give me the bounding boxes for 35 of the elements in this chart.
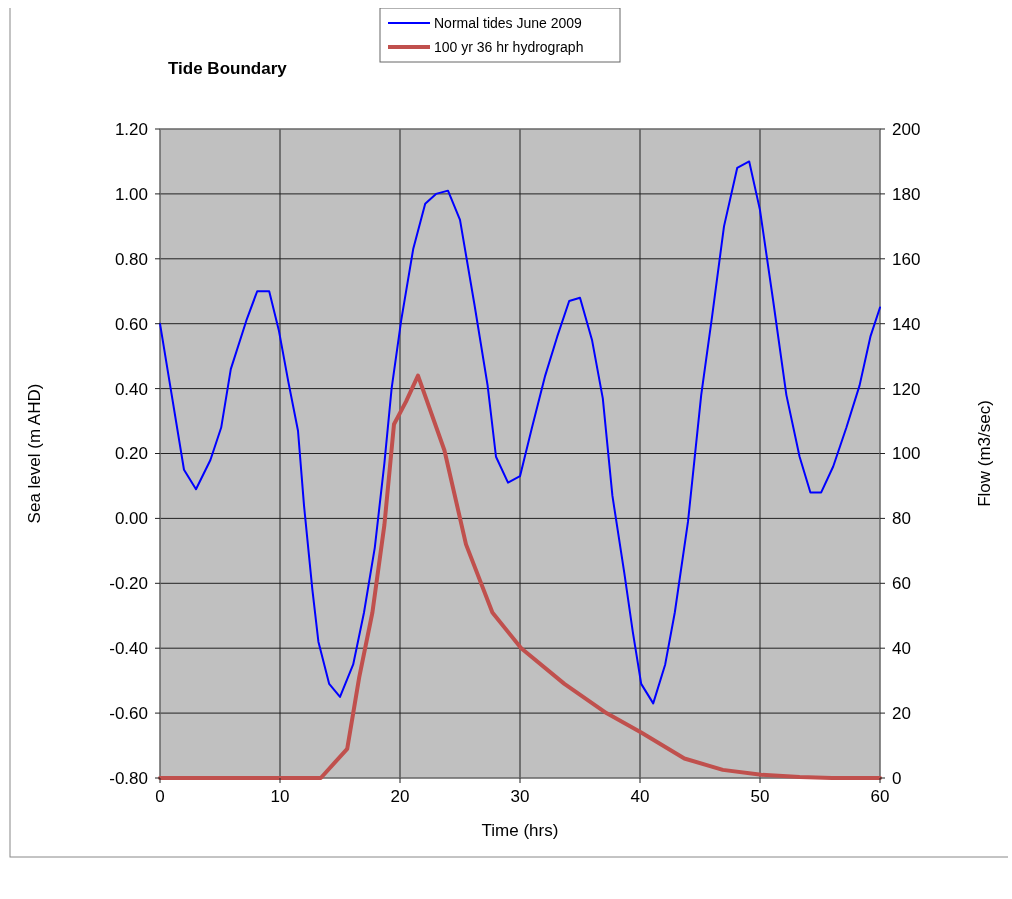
x-tick-label: 10	[270, 787, 290, 806]
y-tick-label: -0.20	[109, 574, 148, 594]
chart-title: Tide Boundary	[168, 59, 288, 78]
y-tick-label: -0.40	[109, 639, 148, 659]
y2-axis-title: Flow (m3/sec)	[975, 400, 994, 507]
y-axis-title: Sea level (m AHD)	[25, 383, 44, 524]
y-tick-label: 1.00	[114, 184, 148, 204]
y-tick-label: 0.20	[114, 444, 148, 464]
x-axis-title: Time (hrs)	[481, 821, 559, 840]
y2-tick-label: 40	[892, 639, 911, 659]
y2-tick-label: 80	[892, 509, 911, 529]
x-tick-label: 60	[870, 787, 890, 806]
x-tick-label: 40	[630, 787, 650, 806]
y-tick-label: -0.80	[109, 768, 148, 788]
legend-label: 100 yr 36 hr hydrograph	[434, 38, 584, 55]
x-tick-label: 20	[390, 787, 410, 806]
y2-tick-label: 20	[892, 704, 911, 724]
y-tick-label: 0.40	[114, 379, 148, 399]
x-tick-label: 0	[155, 787, 165, 806]
y2-tick-label: 0	[892, 768, 902, 788]
y2-tick-label: 120	[892, 379, 921, 399]
y2-tick-label: 100	[892, 444, 921, 464]
y-tick-label: 0.00	[114, 509, 148, 529]
y2-tick-label: 160	[892, 249, 921, 269]
y2-tick-label: 140	[892, 314, 921, 334]
x-tick-label: 30	[510, 787, 530, 806]
y-tick-label: -0.60	[109, 704, 148, 724]
y2-tick-label: 180	[892, 184, 921, 204]
y-tick-label: 0.60	[114, 314, 148, 334]
y-tick-label: 0.80	[114, 249, 148, 269]
y2-tick-label: 200	[892, 119, 921, 139]
legend-label: Normal tides June 2009	[434, 14, 583, 31]
y-tick-label: 1.20	[114, 119, 148, 139]
x-tick-label: 50	[750, 787, 770, 806]
y2-tick-label: 60	[892, 574, 911, 594]
